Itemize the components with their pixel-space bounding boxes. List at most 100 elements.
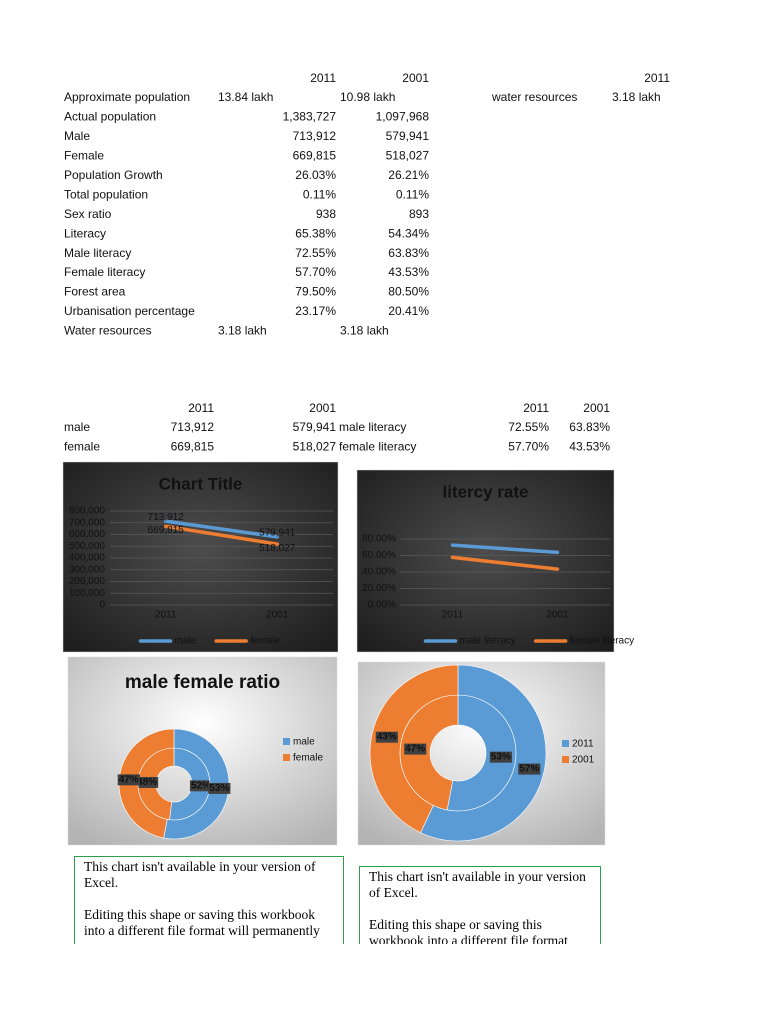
data-label: 669,815 — [148, 525, 185, 536]
data-label: 579,941 — [259, 527, 296, 538]
cell: 3.18 lakh — [612, 90, 661, 104]
row-label: Approximate population — [64, 90, 190, 104]
cell: 669,815 — [171, 440, 215, 454]
legend-label: female — [293, 753, 323, 764]
y-tick-label: 500,000 — [69, 541, 106, 552]
cell: 3.18 lakh — [218, 324, 267, 338]
row-label: female — [64, 440, 100, 454]
chart-area — [62, 461, 339, 653]
cell: 72.55% — [508, 420, 549, 434]
legend-swatch — [562, 756, 569, 763]
data-label: 47% — [405, 744, 425, 755]
cell: 72.55% — [295, 246, 336, 260]
y-tick-label: 700,000 — [69, 517, 106, 528]
data-label: 57% — [519, 764, 539, 775]
series-line — [450, 555, 560, 571]
row-label: Sex ratio — [64, 207, 112, 221]
donut-segment — [369, 664, 459, 834]
row-label: female literacy — [339, 440, 416, 454]
column-header: 2011 — [310, 71, 336, 85]
chart-title: litercy rate — [443, 482, 529, 501]
note-text: This chart isn't available in your versi… — [84, 859, 316, 890]
series-line — [450, 543, 560, 555]
cell: 43.53% — [388, 265, 429, 279]
cell: 518,027 — [293, 440, 337, 454]
note-box: This chart isn't available in your versi… — [359, 866, 601, 944]
cell: 579,941 — [293, 420, 337, 434]
data-label-bg — [136, 776, 159, 788]
data-label-bg — [375, 731, 398, 743]
x-tick-label: 2001 — [266, 610, 289, 621]
cell: 713,912 — [171, 420, 215, 434]
cell: 57.70% — [508, 440, 549, 454]
row-label: Forest area — [64, 285, 126, 299]
legend-label: 2001 — [572, 755, 595, 766]
cell: 713,912 — [293, 129, 337, 143]
series-line — [164, 519, 279, 539]
cell: 54.34% — [388, 226, 429, 240]
y-tick-label: 80.00% — [362, 534, 396, 545]
row-label: Actual population — [64, 110, 156, 124]
donut-segment — [163, 728, 230, 840]
row-label: Population Growth — [64, 168, 163, 182]
chart-title: Chart Title — [159, 474, 243, 493]
cell: 3.18 lakh — [340, 324, 389, 338]
cell: 0.11% — [303, 187, 336, 201]
data-label-bg — [189, 780, 213, 792]
cell: 43.53% — [569, 440, 610, 454]
cell: 26.03% — [295, 168, 336, 182]
column-header: 2011 — [644, 71, 670, 85]
cell: 669,815 — [293, 149, 337, 163]
y-tick-label: 100,000 — [69, 588, 106, 599]
data-label: 48% — [137, 777, 157, 788]
column-header: 2001 — [309, 401, 336, 415]
x-tick-label: 2011 — [155, 610, 177, 621]
row-label: Male literacy — [64, 246, 131, 260]
column-header: 2001 — [583, 401, 610, 415]
cell: 63.83% — [388, 246, 429, 260]
cell: 80.50% — [388, 285, 429, 299]
row-label: male literacy — [339, 420, 406, 434]
cell: 63.83% — [569, 420, 610, 434]
legend-label: male — [293, 737, 315, 748]
column-header: 2011 — [523, 401, 549, 415]
cell: 26.21% — [388, 168, 429, 182]
note-text: This chart isn't available in your versi… — [369, 869, 586, 900]
data-label-bg — [208, 782, 231, 794]
data-label-bg — [518, 763, 541, 775]
y-tick-label: 800,000 — [69, 506, 106, 517]
y-tick-label: 40.00% — [362, 567, 396, 578]
cell: 57.70% — [295, 265, 336, 279]
note-box: This chart isn't available in your versi… — [74, 856, 344, 944]
donut-segment — [118, 728, 175, 839]
row-label: water resources — [491, 90, 577, 104]
data-label: 52% — [191, 780, 211, 791]
row-label: Urbanisation percentage — [64, 304, 195, 318]
cell: 65.38% — [295, 226, 336, 240]
data-label-bg — [489, 751, 512, 763]
data-label: 53% — [209, 783, 229, 794]
y-tick-label: 400,000 — [69, 553, 106, 564]
legend-swatch — [562, 740, 569, 747]
row-label: Female literacy — [64, 265, 145, 279]
row-label: Male — [64, 129, 90, 143]
cell: 1,097,968 — [376, 110, 430, 124]
cell: 0.11% — [396, 187, 429, 201]
note-text: Editing this shape or saving this workbo… — [369, 917, 568, 944]
row-label: Literacy — [64, 226, 106, 240]
legend-swatch — [283, 754, 290, 761]
note-text: Editing this shape or saving this workbo… — [84, 907, 320, 938]
y-tick-label: 20.00% — [362, 583, 396, 594]
legend-swatch — [283, 738, 290, 745]
cell: 20.41% — [388, 304, 429, 318]
cell: 518,027 — [386, 149, 430, 163]
y-tick-label: 600,000 — [69, 529, 106, 540]
data-label: 53% — [491, 752, 511, 763]
cell: 10.98 lakh — [340, 90, 395, 104]
y-tick-label: 0.00% — [368, 600, 396, 611]
column-header: 2011 — [188, 401, 214, 415]
legend-label: male — [175, 636, 197, 647]
row-label: male — [64, 420, 90, 434]
data-label: 518,027 — [259, 543, 296, 554]
